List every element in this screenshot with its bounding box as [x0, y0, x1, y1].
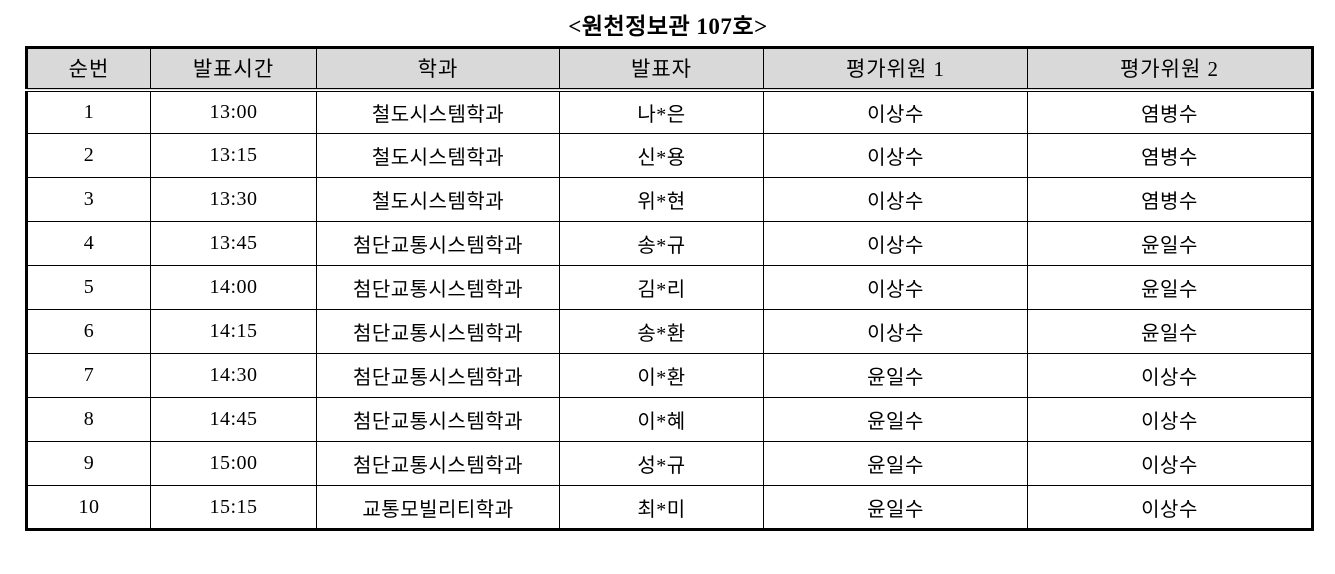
- table-cell: 14:45: [150, 397, 317, 442]
- table-cell: 첨단교통시스템학과: [316, 441, 560, 486]
- table-cell: 염병수: [1027, 133, 1313, 178]
- table-cell: 13:00: [150, 89, 317, 134]
- table-cell: 윤일수: [763, 441, 1028, 486]
- table-row: 3 13:30 철도시스템학과 위*현 이상수 염병수: [26, 177, 1313, 222]
- table-cell: 13:45: [150, 221, 317, 266]
- table-cell: 송*규: [559, 221, 764, 266]
- table-cell: 윤일수: [763, 397, 1028, 442]
- table-cell: 14:30: [150, 353, 317, 398]
- table-cell: 염병수: [1027, 177, 1313, 222]
- column-header: 발표자: [559, 47, 764, 92]
- table-body: 1 13:00 철도시스템학과 나*은 이상수 염병수 2 13:15 철도시스템학과 신*용 이상…: [26, 89, 1313, 530]
- table-cell: 3: [26, 177, 151, 222]
- table-cell: 6: [26, 309, 151, 354]
- table-cell: 첨단교통시스템학과: [316, 309, 560, 354]
- table-row: 2 13:15 철도시스템학과 신*용 이상수 염병수: [26, 133, 1313, 178]
- table-cell: 1: [26, 89, 151, 134]
- table-cell: 4: [26, 221, 151, 266]
- table-cell: 14:00: [150, 265, 317, 310]
- table-cell: 이상수: [1027, 397, 1313, 442]
- table-cell: 15:15: [150, 485, 317, 530]
- table-cell: 14:15: [150, 309, 317, 354]
- page-title: <원천정보관 107호>: [568, 14, 768, 39]
- table-cell: 이상수: [1027, 485, 1313, 530]
- header-row: 순번 발표시간 학과 발표자 평가위원 1 평가위원 2: [26, 47, 1313, 92]
- table-cell: 2: [26, 133, 151, 178]
- table-row: 5 14:00 첨단교통시스템학과 김*리 이상수 윤일수: [26, 265, 1313, 310]
- table-cell: 신*용: [559, 133, 764, 178]
- table-row: 8 14:45 첨단교통시스템학과 이*혜 윤일수 이상수: [26, 397, 1313, 442]
- table-cell: 첨단교통시스템학과: [316, 353, 560, 398]
- table-row: 10 15:15 교통모빌리티학과 최*미 윤일수 이상수: [26, 485, 1313, 530]
- table-cell: 나*은: [559, 89, 764, 134]
- table-cell: 성*규: [559, 441, 764, 486]
- table-cell: 이상수: [1027, 353, 1313, 398]
- table-cell: 윤일수: [1027, 265, 1313, 310]
- table-cell: 윤일수: [1027, 221, 1313, 266]
- table-cell: 교통모빌리티학과: [316, 485, 560, 530]
- table-cell: 김*리: [559, 265, 764, 310]
- table-row: 9 15:00 첨단교통시스템학과 성*규 윤일수 이상수: [26, 441, 1313, 486]
- presentation-schedule-table: 순번 발표시간 학과 발표자 평가위원 1 평가위원 2 1 13:00 철도시스템학과 나*은…: [25, 46, 1314, 531]
- table-cell: 첨단교통시스템학과: [316, 221, 560, 266]
- table-cell: 15:00: [150, 441, 317, 486]
- table-cell: 첨단교통시스템학과: [316, 265, 560, 310]
- column-header: 발표시간: [150, 47, 317, 92]
- table-cell: 이*혜: [559, 397, 764, 442]
- table-row: 1 13:00 철도시스템학과 나*은 이상수 염병수: [26, 89, 1313, 134]
- table-cell: 이상수: [763, 177, 1028, 222]
- table-cell: 윤일수: [763, 485, 1028, 530]
- table-cell: 철도시스템학과: [316, 177, 560, 222]
- table-cell: 이상수: [763, 133, 1028, 178]
- table-cell: 이상수: [763, 309, 1028, 354]
- table-row: 6 14:15 첨단교통시스템학과 송*환 이상수 윤일수: [26, 309, 1313, 354]
- table-cell: 이상수: [1027, 441, 1313, 486]
- column-header: 순번: [26, 47, 151, 92]
- table-row: 4 13:45 첨단교통시스템학과 송*규 이상수 윤일수: [26, 221, 1313, 266]
- table-cell: 9: [26, 441, 151, 486]
- table-cell: 이상수: [763, 89, 1028, 134]
- table-cell: 윤일수: [763, 353, 1028, 398]
- table-cell: 철도시스템학과: [316, 133, 560, 178]
- table-cell: 8: [26, 397, 151, 442]
- table-cell: 7: [26, 353, 151, 398]
- table-cell: 윤일수: [1027, 309, 1313, 354]
- column-header: 평가위원 2: [1027, 47, 1313, 92]
- table-cell: 송*환: [559, 309, 764, 354]
- table-cell: 염병수: [1027, 89, 1313, 134]
- table-cell: 최*미: [559, 485, 764, 530]
- table-cell: 13:30: [150, 177, 317, 222]
- column-header: 학과: [316, 47, 560, 92]
- table-cell: 13:15: [150, 133, 317, 178]
- table-cell: 이상수: [763, 265, 1028, 310]
- column-header: 평가위원 1: [763, 47, 1028, 92]
- table-cell: 위*현: [559, 177, 764, 222]
- table-row: 7 14:30 첨단교통시스템학과 이*환 윤일수 이상수: [26, 353, 1313, 398]
- table-cell: 이*환: [559, 353, 764, 398]
- table-cell: 이상수: [763, 221, 1028, 266]
- table-cell: 철도시스템학과: [316, 89, 560, 134]
- table-cell: 5: [26, 265, 151, 310]
- table-cell: 10: [26, 485, 151, 530]
- table-cell: 첨단교통시스템학과: [316, 397, 560, 442]
